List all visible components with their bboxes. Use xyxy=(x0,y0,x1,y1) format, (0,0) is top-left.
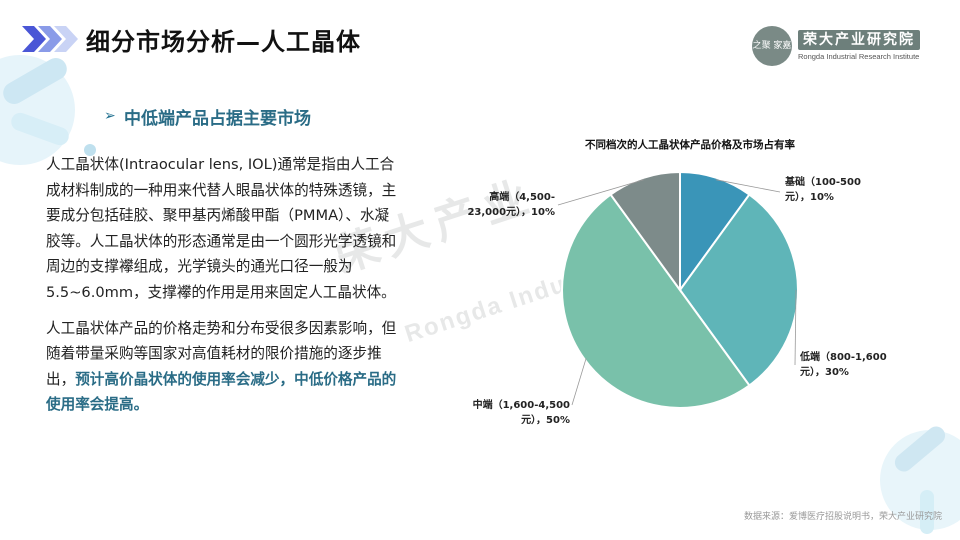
brand-logo: 之聚 家嘉 荣大产业研究院 Rongda Industrial Research… xyxy=(752,26,922,68)
paragraph-2-highlight: 预计高价晶状体的使用率会减少，中低价格产品的使用率会提高。 xyxy=(46,370,397,414)
logo-seal: 之聚 家嘉 xyxy=(752,26,792,66)
pie-label-line1: 中端（1,600-4,500 xyxy=(473,398,570,411)
paragraph-1: 人工晶状体(Intraocular lens, IOL)通常是指由人工合成材料制… xyxy=(46,156,397,301)
section-arrow-icon: ➢ xyxy=(104,108,116,124)
paragraph-2: 人工晶状体产品的价格走势和分布受很多因素影响，但随着带量采购等国家对高值耗材的限… xyxy=(46,316,402,418)
pie-leader-line xyxy=(571,358,587,406)
pie-label-line2: 元），10% xyxy=(785,190,834,203)
pie-label-line2: 元），50% xyxy=(521,413,570,426)
decor-bottom-right xyxy=(880,426,960,534)
pie-slice xyxy=(609,170,681,294)
logo-name: 荣大产业研究院 xyxy=(798,30,920,50)
decor-top-left xyxy=(0,55,96,165)
paragraph-2-text: 人工晶状体产品的价格走势和分布受很多因素影响，但随着带量采购等国家对高值耗材的限… xyxy=(46,319,397,388)
data-source: 数据来源：爱博医疗招股说明书，荣大产业研究院 xyxy=(743,512,942,522)
section-title: 中低端产品占据主要市场 xyxy=(124,109,311,129)
pie-leader-line xyxy=(557,179,645,206)
pie-slice xyxy=(679,170,751,294)
page-title: 细分市场分析—人工晶体 xyxy=(86,28,361,56)
pie-label: 低端（800-1,600 元），30% xyxy=(799,350,887,378)
pie-slice xyxy=(561,193,751,409)
pie-label-line1: 低端（800-1,600 xyxy=(799,350,887,363)
pie-label: 高端（4,500- 23,000元），10% xyxy=(467,190,555,218)
pie-label-line1: 高端（4,500- xyxy=(489,190,555,203)
chart-title: 不同档次的人工晶状体产品价格及市场占有率 xyxy=(585,139,795,151)
pie-label: 基础（100-500 元），10% xyxy=(784,175,861,203)
body-text: 人工晶状体(Intraocular lens, IOL)通常是指由人工合成材料制… xyxy=(46,152,402,428)
pie-label-line1: 基础（100-500 xyxy=(784,175,861,188)
pie-leader-line xyxy=(715,179,781,193)
title-chevrons-icon xyxy=(22,26,78,52)
pie-chart: 基础（100-500 元），10% 低端（800-1,600 元），30% 中端（1,6… xyxy=(467,170,887,426)
logo-subtitle: Rongda Industrial Research Institute xyxy=(798,52,920,61)
pie-label-line2: 23,000元），10% xyxy=(467,205,555,218)
pie-leader-line xyxy=(794,289,797,366)
pie-slice xyxy=(678,193,799,387)
pie-label: 中端（1,600-4,500 元），50% xyxy=(473,398,570,426)
pie-label-line2: 元），30% xyxy=(800,365,849,378)
